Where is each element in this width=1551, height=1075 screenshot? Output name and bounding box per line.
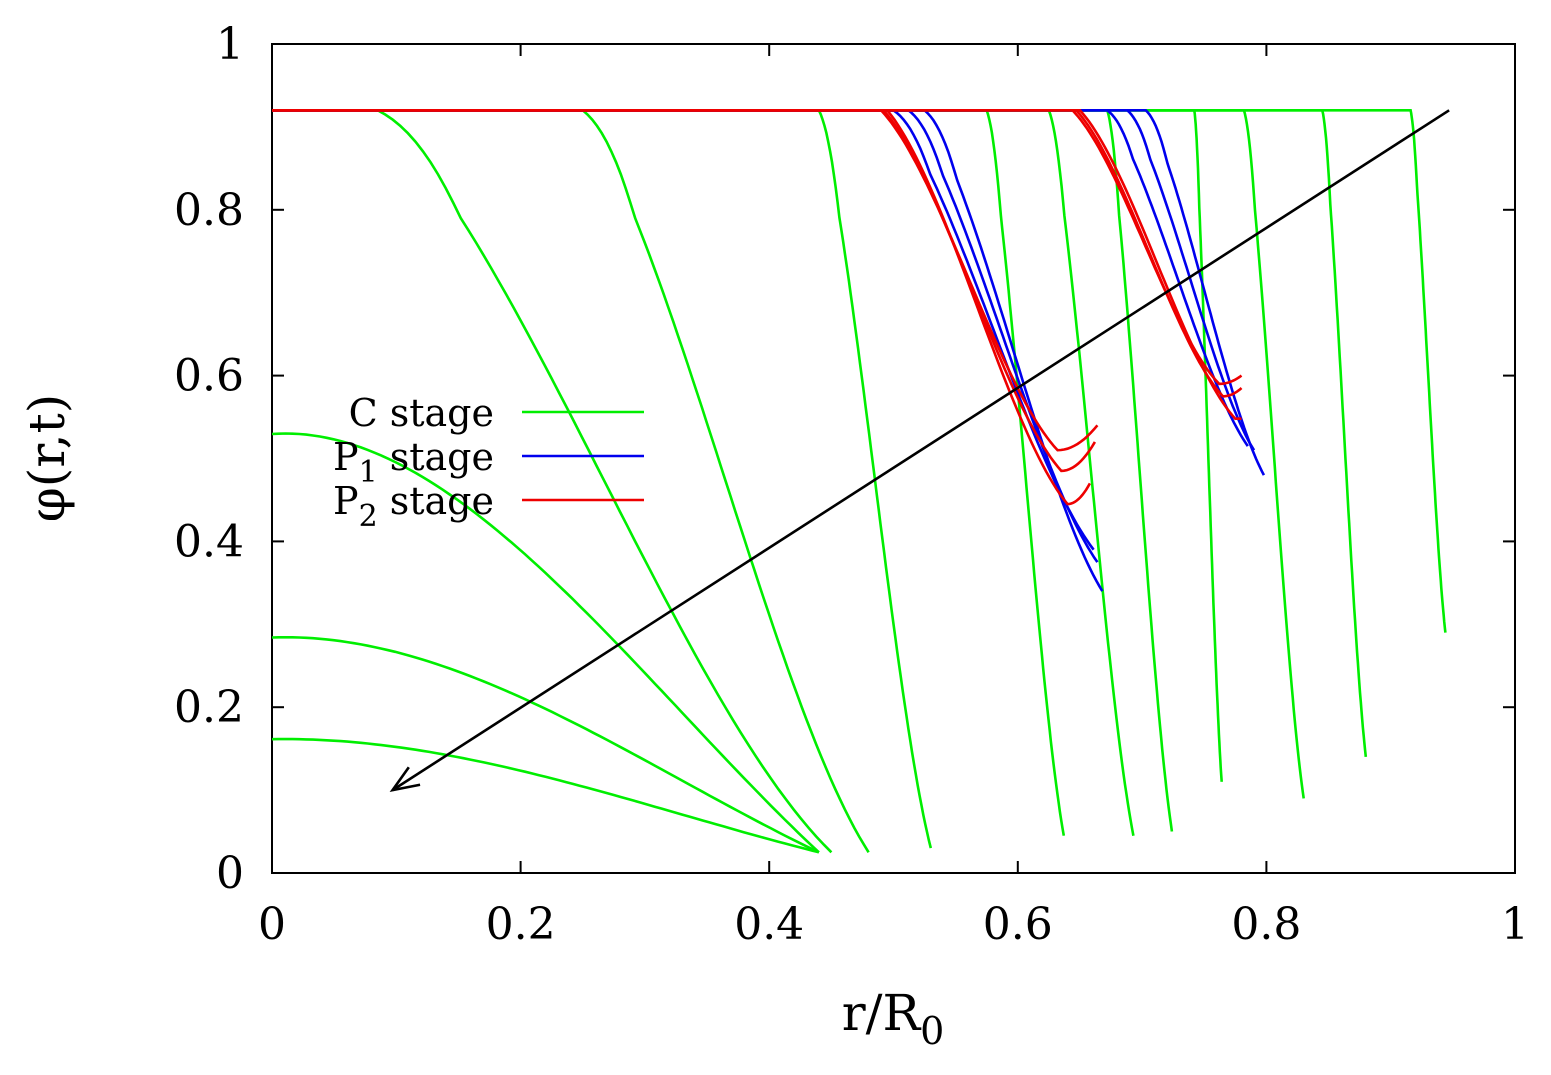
y-axis-label: φ(r,t) <box>18 394 76 522</box>
y-tick-label: 0.4 <box>174 516 244 567</box>
y-tick-label: 1 <box>216 19 244 70</box>
series-line-c-stage-7 <box>272 109 1135 836</box>
plot-frame <box>271 43 1516 874</box>
y-tick-label: 0.2 <box>174 682 244 733</box>
series-line-p2-stage-22 <box>272 109 1243 386</box>
series-line-c-stage-5 <box>272 109 933 849</box>
x-tick-label: 0.4 <box>734 899 804 950</box>
series-line-p1-stage-15 <box>272 109 1104 592</box>
series-line-c-stage-10 <box>272 109 1305 799</box>
series-line-c-stage-6 <box>272 109 1066 836</box>
x-tick-label: 0.2 <box>486 899 556 950</box>
x-tick-label: 0 <box>258 899 286 950</box>
time-arrow <box>389 109 1450 792</box>
series-line-c-stage-3 <box>272 109 833 854</box>
y-tick-label: 0.6 <box>174 351 244 402</box>
x-axis-label: r/R0 <box>842 984 945 1053</box>
series-line-c-stage-9 <box>272 109 1223 782</box>
series-line-c-stage-12 <box>272 109 1447 633</box>
axis-tick-labels: 0 0.2 0.4 0.6 0.8 1 0 0.2 0.4 0.6 0.8 1 <box>174 19 1529 950</box>
legend-label: P2 stage <box>333 479 494 534</box>
series-line-p1-stage-16 <box>272 109 1249 447</box>
time-arrow-head <box>389 766 421 792</box>
y-tick-label: 0.8 <box>174 185 244 236</box>
series-line-p2-stage-24 <box>272 109 1242 420</box>
series-line-c-stage-8 <box>272 109 1174 832</box>
series-line-c-stage-2 <box>271 737 820 854</box>
series-layer <box>271 109 1447 854</box>
axis-ticks <box>271 43 1516 874</box>
time-arrow-shaft <box>391 109 1450 792</box>
legend-label: P1 stage <box>333 435 494 490</box>
series-line-c-stage-0 <box>271 432 820 854</box>
x-tick-label: 0.6 <box>983 899 1053 950</box>
series-line-c-stage-1 <box>271 636 820 854</box>
legend-label: C stage <box>349 391 494 435</box>
series-line-c-stage-4 <box>272 109 870 853</box>
y-tick-label: 0 <box>216 848 244 899</box>
series-line-p2-stage-21 <box>272 109 1092 506</box>
series-line-c-stage-11 <box>272 109 1368 758</box>
series-line-p2-stage-23 <box>272 109 1243 398</box>
x-tick-label: 0.8 <box>1231 899 1301 950</box>
x-tick-label: 1 <box>1501 899 1529 950</box>
series-line-p1-stage-18 <box>272 109 1266 476</box>
series-line-p2-stage-20 <box>272 109 1097 473</box>
